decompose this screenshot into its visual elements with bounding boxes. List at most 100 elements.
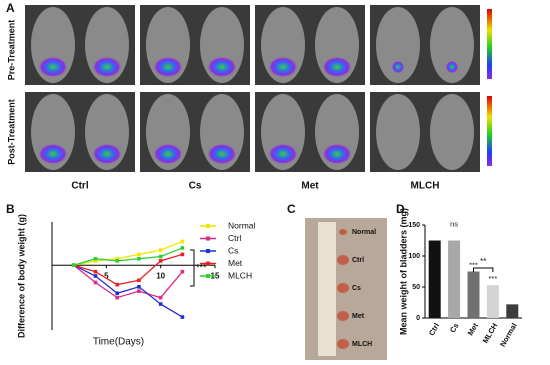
column-label: Met (301, 181, 319, 192)
signal (154, 144, 182, 164)
ruler (318, 222, 336, 356)
bar (428, 240, 441, 318)
legend-label: Ctrl (228, 233, 241, 243)
color-scale (487, 96, 492, 166)
marker (93, 256, 98, 261)
bladder (337, 339, 349, 349)
signal (208, 57, 236, 77)
legend-marker (206, 249, 210, 253)
series-line (73, 264, 183, 318)
marker (115, 259, 119, 263)
color-scale (487, 9, 492, 79)
series-line (73, 253, 183, 286)
specimen-label: Ctrl (352, 257, 364, 264)
x-tick-label: 10 (156, 271, 165, 280)
legend-label: MLCH (228, 270, 252, 280)
bar (448, 240, 461, 318)
panel-label: B (6, 202, 15, 216)
y-tick-label: 100 (408, 253, 420, 260)
y-tick-label: 150 (408, 222, 420, 229)
row-label: Pre-Treatment (6, 20, 16, 81)
legend-label: Cs (228, 245, 238, 255)
marker (180, 239, 185, 244)
signal (392, 61, 404, 73)
marker (158, 295, 163, 300)
legend-marker (206, 274, 210, 278)
marker (180, 315, 185, 319)
significance: *** (196, 262, 207, 272)
panel-label: C (287, 202, 296, 216)
marker (93, 274, 98, 278)
signal (93, 57, 121, 77)
specimen-label: MLCH (352, 341, 372, 348)
signal (208, 144, 236, 164)
specimen-label: Normal (352, 229, 376, 236)
series-line (73, 240, 183, 266)
specimen-label: Cs (352, 285, 361, 292)
marker (137, 289, 141, 293)
signal (323, 57, 351, 77)
significance: *** (489, 274, 498, 283)
marker (71, 263, 76, 267)
x-tick-label: MLCH (481, 321, 500, 344)
x-tick-label: Cs (448, 321, 461, 334)
bar (486, 285, 499, 318)
marker (137, 285, 141, 289)
row-label: Post-Treatment (6, 99, 16, 165)
legend-marker (206, 236, 210, 241)
marker (93, 269, 98, 274)
signal (269, 144, 297, 164)
marker (93, 280, 98, 285)
significance: ** (480, 257, 486, 266)
marker (115, 282, 119, 287)
mouse (376, 7, 420, 83)
y-tick-label: 0 (416, 315, 420, 322)
legend-label: Normal (228, 220, 256, 230)
marker (158, 248, 163, 252)
y-axis-label: Difference of body weight (g) (16, 214, 26, 338)
y-axis-label: Mean weight of bladders (mg) (398, 208, 408, 335)
marker (115, 256, 119, 261)
y-tick-label: 50 (412, 284, 420, 291)
bracket (190, 249, 195, 287)
mouse (430, 94, 474, 170)
bar (467, 271, 480, 318)
bar (506, 304, 519, 318)
signal (446, 61, 458, 73)
signal (323, 144, 351, 164)
x-tick-label: Ctrl (427, 321, 441, 337)
marker (158, 259, 163, 263)
signal (39, 57, 67, 77)
marker (137, 256, 141, 261)
panel-label: D (396, 202, 405, 216)
signal (93, 144, 121, 164)
marker (93, 259, 98, 263)
mouse (376, 94, 420, 170)
legend-marker (206, 261, 210, 266)
series-line (73, 247, 183, 266)
column-label: MLCH (411, 181, 440, 192)
marker (158, 254, 163, 259)
marker (180, 246, 185, 250)
marker (115, 291, 119, 296)
signal (39, 144, 67, 164)
signal (269, 57, 297, 77)
x-axis-label: Time(Days) (93, 337, 144, 348)
marker (158, 302, 163, 306)
marker (115, 295, 119, 300)
legend-label: Met (228, 258, 243, 268)
marker (180, 252, 185, 257)
bracket (473, 267, 494, 272)
legend-marker (206, 224, 210, 228)
bladder (337, 311, 349, 321)
bladder (337, 283, 349, 293)
series-line (73, 264, 183, 299)
column-label: Cs (189, 181, 202, 192)
marker (137, 278, 141, 283)
column-label: Ctrl (71, 181, 88, 192)
bladder (339, 229, 347, 235)
signal (154, 57, 182, 77)
marker (137, 252, 141, 257)
bladder (337, 255, 349, 265)
